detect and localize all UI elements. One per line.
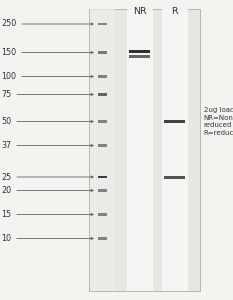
Bar [129, 50, 150, 53]
Bar [98, 22, 107, 25]
Text: 50: 50 [1, 117, 93, 126]
Bar [164, 120, 185, 123]
Text: 37: 37 [1, 141, 93, 150]
Bar [98, 120, 107, 123]
Bar [98, 189, 107, 192]
Text: NR: NR [133, 7, 147, 16]
Text: 20: 20 [1, 186, 93, 195]
Bar [98, 51, 107, 54]
Text: 2ug loading
NR=Non-
reduced
R=reduced: 2ug loading NR=Non- reduced R=reduced [204, 107, 233, 136]
Text: 150: 150 [1, 48, 93, 57]
Bar [89, 9, 200, 291]
Text: 15: 15 [1, 210, 93, 219]
Text: 100: 100 [1, 72, 93, 81]
Text: R: R [171, 7, 178, 16]
Bar [98, 176, 107, 178]
Text: 75: 75 [1, 90, 93, 99]
Bar [98, 75, 107, 78]
Text: 25: 25 [1, 172, 93, 182]
Bar [90, 9, 115, 291]
Text: 250: 250 [1, 20, 93, 28]
Text: 10: 10 [1, 234, 93, 243]
Bar [98, 93, 107, 96]
Bar [98, 237, 107, 240]
Bar [162, 9, 188, 291]
Bar [98, 213, 107, 216]
Bar [164, 176, 185, 179]
Bar [98, 144, 107, 147]
Bar [127, 9, 153, 291]
Bar [129, 56, 150, 58]
